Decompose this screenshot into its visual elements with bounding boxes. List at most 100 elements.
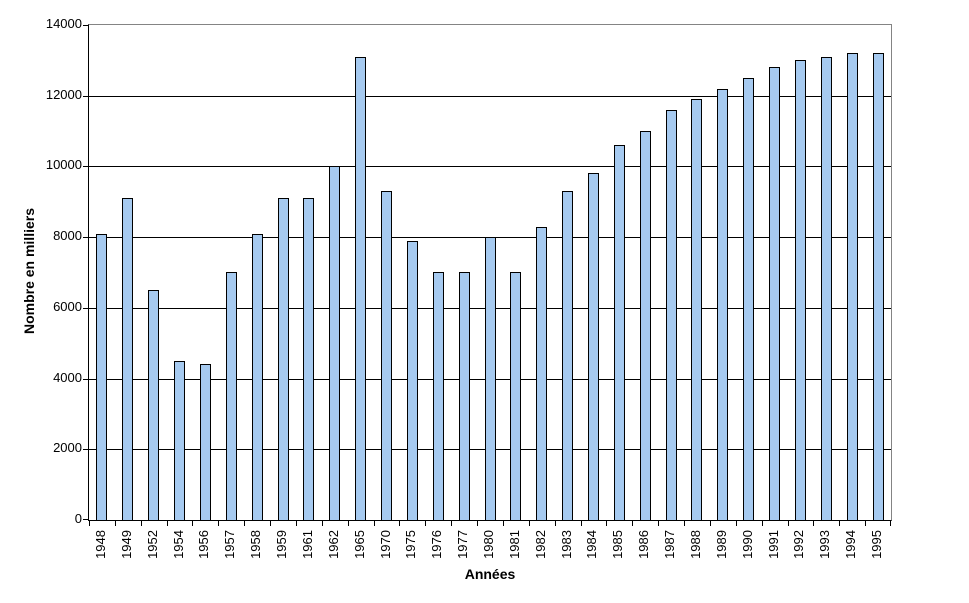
x-axis-tick xyxy=(192,520,193,526)
x-axis-tick xyxy=(865,520,866,526)
bar-1989 xyxy=(717,89,728,520)
x-axis-tick xyxy=(632,520,633,526)
x-axis-tick xyxy=(890,520,891,526)
x-axis-tick-label: 1961 xyxy=(300,530,315,559)
x-axis-tick xyxy=(581,520,582,526)
x-axis-title: Années xyxy=(464,566,516,582)
x-axis-tick xyxy=(529,520,530,526)
gridline xyxy=(89,96,891,97)
bar-1980 xyxy=(485,237,496,520)
x-axis-tick-label: 1976 xyxy=(429,530,444,559)
bar-1970 xyxy=(381,191,392,520)
plot-area xyxy=(83,24,892,526)
y-axis-tick xyxy=(83,96,89,97)
x-axis-tick-label: 1949 xyxy=(119,530,134,559)
x-axis-tick-label: 1958 xyxy=(248,530,263,559)
x-axis-tick xyxy=(658,520,659,526)
x-axis-tick-label: 1957 xyxy=(222,530,237,559)
bar-1982 xyxy=(536,227,547,520)
bar-1952 xyxy=(148,290,159,520)
x-axis-tick xyxy=(89,520,90,526)
x-axis-tick xyxy=(762,520,763,526)
x-axis-tick xyxy=(788,520,789,526)
x-axis-tick-label: 1982 xyxy=(533,530,548,559)
bar-1958 xyxy=(252,234,263,520)
x-axis-tick-label: 1952 xyxy=(145,530,160,559)
x-axis-tick-label: 1977 xyxy=(455,530,470,559)
x-axis-tick-label: 1956 xyxy=(196,530,211,559)
gridline xyxy=(89,166,891,167)
bar-1992 xyxy=(795,60,806,520)
x-axis-tick-label: 1983 xyxy=(559,530,574,559)
y-axis-tick-label: 4000 xyxy=(53,370,82,385)
bar-1977 xyxy=(459,272,470,520)
y-axis-tick-label: 14000 xyxy=(45,16,82,31)
x-axis-tick xyxy=(218,520,219,526)
x-axis-tick-label: 1954 xyxy=(171,530,186,559)
x-axis-tick-label: 1989 xyxy=(714,530,729,559)
y-axis-tick-label: 10000 xyxy=(45,157,82,172)
x-axis-tick xyxy=(399,520,400,526)
x-axis-tick xyxy=(813,520,814,526)
x-axis-tick-label: 1987 xyxy=(662,530,677,559)
bar-1954 xyxy=(174,361,185,520)
bar-1990 xyxy=(743,78,754,520)
x-axis-tick-label: 1965 xyxy=(352,530,367,559)
x-axis-tick-label: 1995 xyxy=(869,530,884,559)
x-axis-tick-label: 1994 xyxy=(843,530,858,559)
y-axis-tick-label: 8000 xyxy=(53,228,82,243)
y-axis-tick-label: 6000 xyxy=(53,299,82,314)
y-axis-tick xyxy=(83,166,89,167)
x-axis-tick xyxy=(322,520,323,526)
x-axis-tick xyxy=(425,520,426,526)
x-axis-tick xyxy=(736,520,737,526)
x-axis-tick-label: 1988 xyxy=(688,530,703,559)
x-axis-tick xyxy=(115,520,116,526)
x-axis-tick xyxy=(503,520,504,526)
y-axis-tick-label: 2000 xyxy=(53,440,82,455)
x-axis-tick-label: 1991 xyxy=(766,530,781,559)
x-axis-tick-label: 1985 xyxy=(610,530,625,559)
x-axis-tick-label: 1962 xyxy=(326,530,341,559)
x-axis-tick-label: 1984 xyxy=(584,530,599,559)
bar-1993 xyxy=(821,57,832,520)
x-axis-tick xyxy=(451,520,452,526)
x-axis-tick-label: 1986 xyxy=(636,530,651,559)
y-axis-tick-label: 12000 xyxy=(45,87,82,102)
bar-1975 xyxy=(407,241,418,520)
y-axis-tick xyxy=(83,25,89,26)
y-axis-tick xyxy=(83,449,89,450)
x-axis-tick xyxy=(477,520,478,526)
x-axis-tick-label: 1959 xyxy=(274,530,289,559)
bar-1976 xyxy=(433,272,444,520)
x-axis-tick-label: 1992 xyxy=(791,530,806,559)
x-axis-tick-label: 1993 xyxy=(817,530,832,559)
y-axis-tick xyxy=(83,237,89,238)
bar-1991 xyxy=(769,67,780,520)
x-axis-tick xyxy=(348,520,349,526)
x-axis-tick-label: 1990 xyxy=(740,530,755,559)
bar-1985 xyxy=(614,145,625,520)
bar-1994 xyxy=(847,53,858,520)
x-axis-tick-label: 1981 xyxy=(507,530,522,559)
bar-1988 xyxy=(691,99,702,520)
bar-1957 xyxy=(226,272,237,520)
x-axis-tick xyxy=(710,520,711,526)
bar-1983 xyxy=(562,191,573,520)
x-axis-tick-label: 1970 xyxy=(378,530,393,559)
bar-1986 xyxy=(640,131,651,520)
x-axis-tick xyxy=(374,520,375,526)
bar-1987 xyxy=(666,110,677,520)
x-axis-tick xyxy=(684,520,685,526)
x-axis-tick xyxy=(244,520,245,526)
bar-1961 xyxy=(303,198,314,520)
x-axis-tick xyxy=(141,520,142,526)
bar-1995 xyxy=(873,53,884,520)
bar-1962 xyxy=(329,166,340,520)
x-axis-tick xyxy=(296,520,297,526)
x-axis-tick-label: 1980 xyxy=(481,530,496,559)
bar-1959 xyxy=(278,198,289,520)
x-axis-tick xyxy=(839,520,840,526)
y-axis-tick-label: 0 xyxy=(74,511,82,526)
